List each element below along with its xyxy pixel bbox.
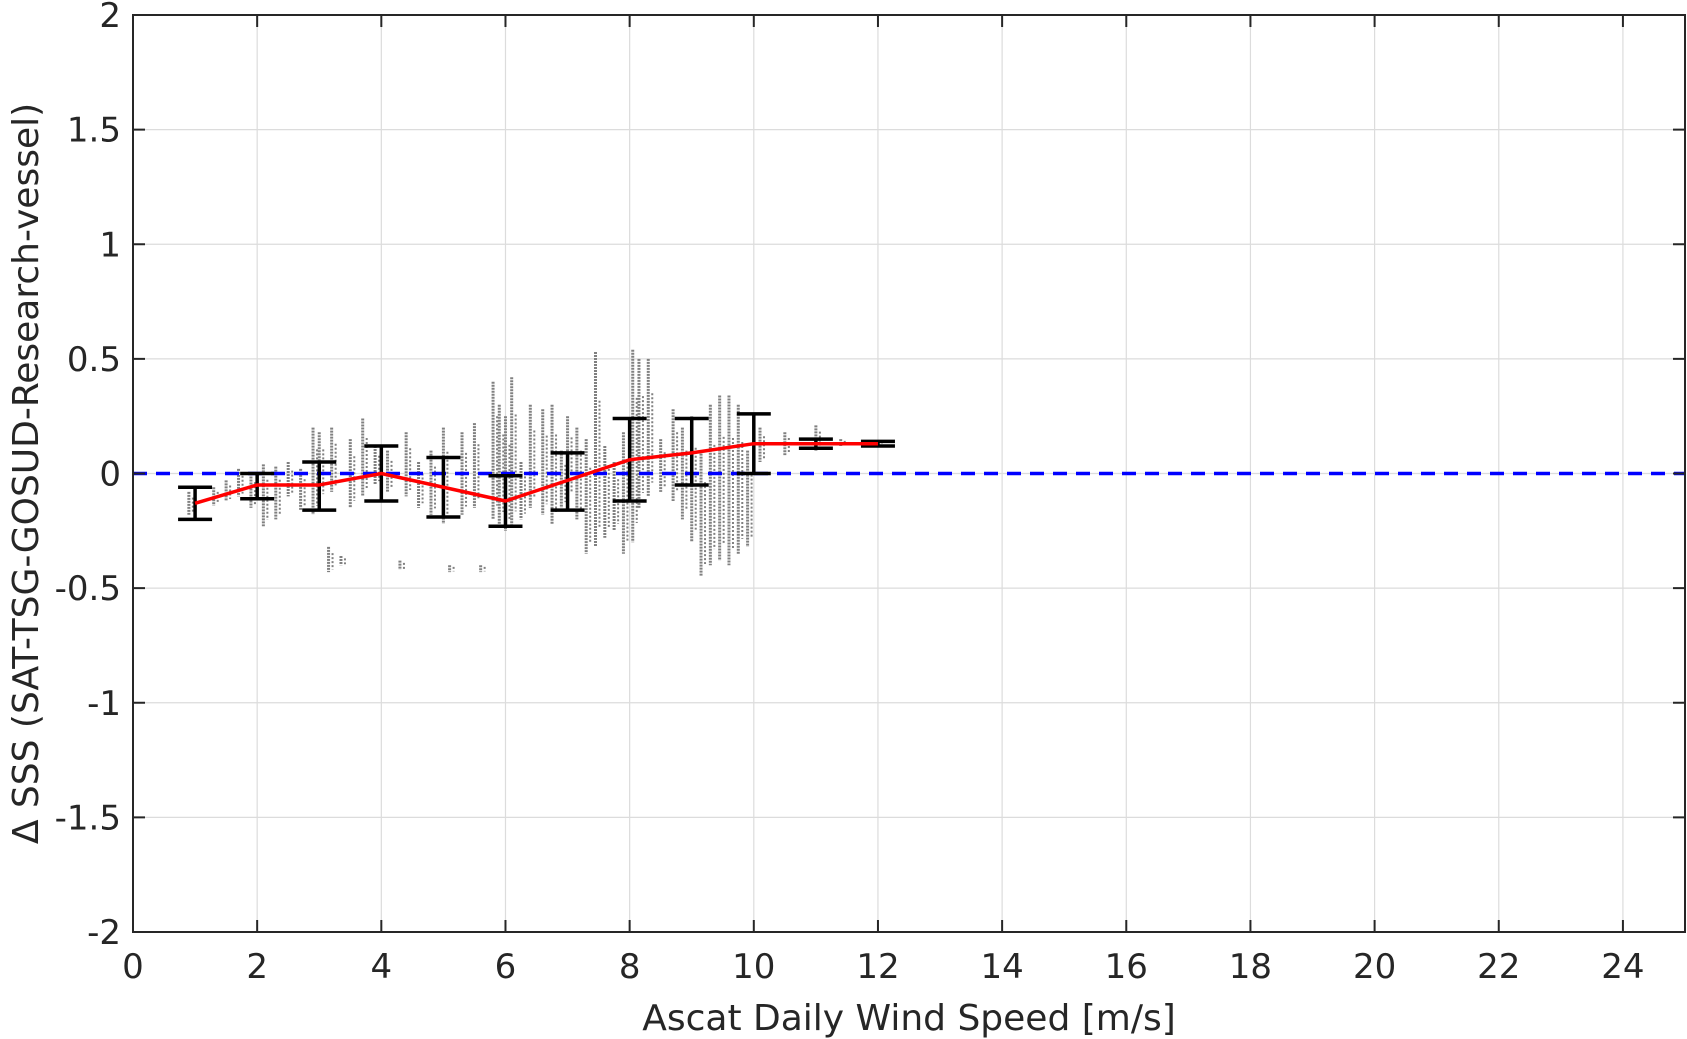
y-tick-label: 1 xyxy=(99,225,121,265)
x-tick-label: 24 xyxy=(1601,947,1644,987)
x-tick-label: 10 xyxy=(732,947,775,987)
x-tick-label: 2 xyxy=(246,947,268,987)
x-tick-label: 14 xyxy=(980,947,1023,987)
y-tick-label: -1 xyxy=(87,684,121,724)
mean-series-line xyxy=(194,441,878,505)
y-tick-label: 0 xyxy=(99,455,121,495)
x-tick-label: 20 xyxy=(1353,947,1396,987)
x-tick-label: 22 xyxy=(1477,947,1520,987)
x-tick-label: 0 xyxy=(122,947,144,987)
x-tick-label: 4 xyxy=(370,947,392,987)
x-axis-label: Ascat Daily Wind Speed [m/s] xyxy=(642,998,1176,1039)
x-tick-label: 6 xyxy=(495,947,517,987)
y-axis-label: Δ SSS (SAT-TSG-GOSUD-Research-vessel) xyxy=(6,103,47,844)
y-tick-label: 2 xyxy=(99,0,121,36)
y-tick-label: 0.5 xyxy=(67,340,121,380)
y-tick-label: -2 xyxy=(87,913,121,953)
x-axis-ticks: 0 2 4 6 8 10 12 14 16 18 20 22 24 xyxy=(122,15,1645,987)
x-tick-label: 12 xyxy=(856,947,899,987)
x-tick-label: 8 xyxy=(619,947,641,987)
y-axis-ticks: -2 -1.5 -1 -0.5 0 0.5 1 1.5 2 xyxy=(55,0,1685,953)
x-tick-label: 16 xyxy=(1105,947,1148,987)
x-tick-label: 18 xyxy=(1229,947,1272,987)
y-tick-label: 1.5 xyxy=(67,111,121,151)
grid xyxy=(133,15,1685,932)
y-tick-label: -0.5 xyxy=(55,569,121,609)
y-tick-label: -1.5 xyxy=(55,798,121,838)
mean-line xyxy=(194,441,878,505)
